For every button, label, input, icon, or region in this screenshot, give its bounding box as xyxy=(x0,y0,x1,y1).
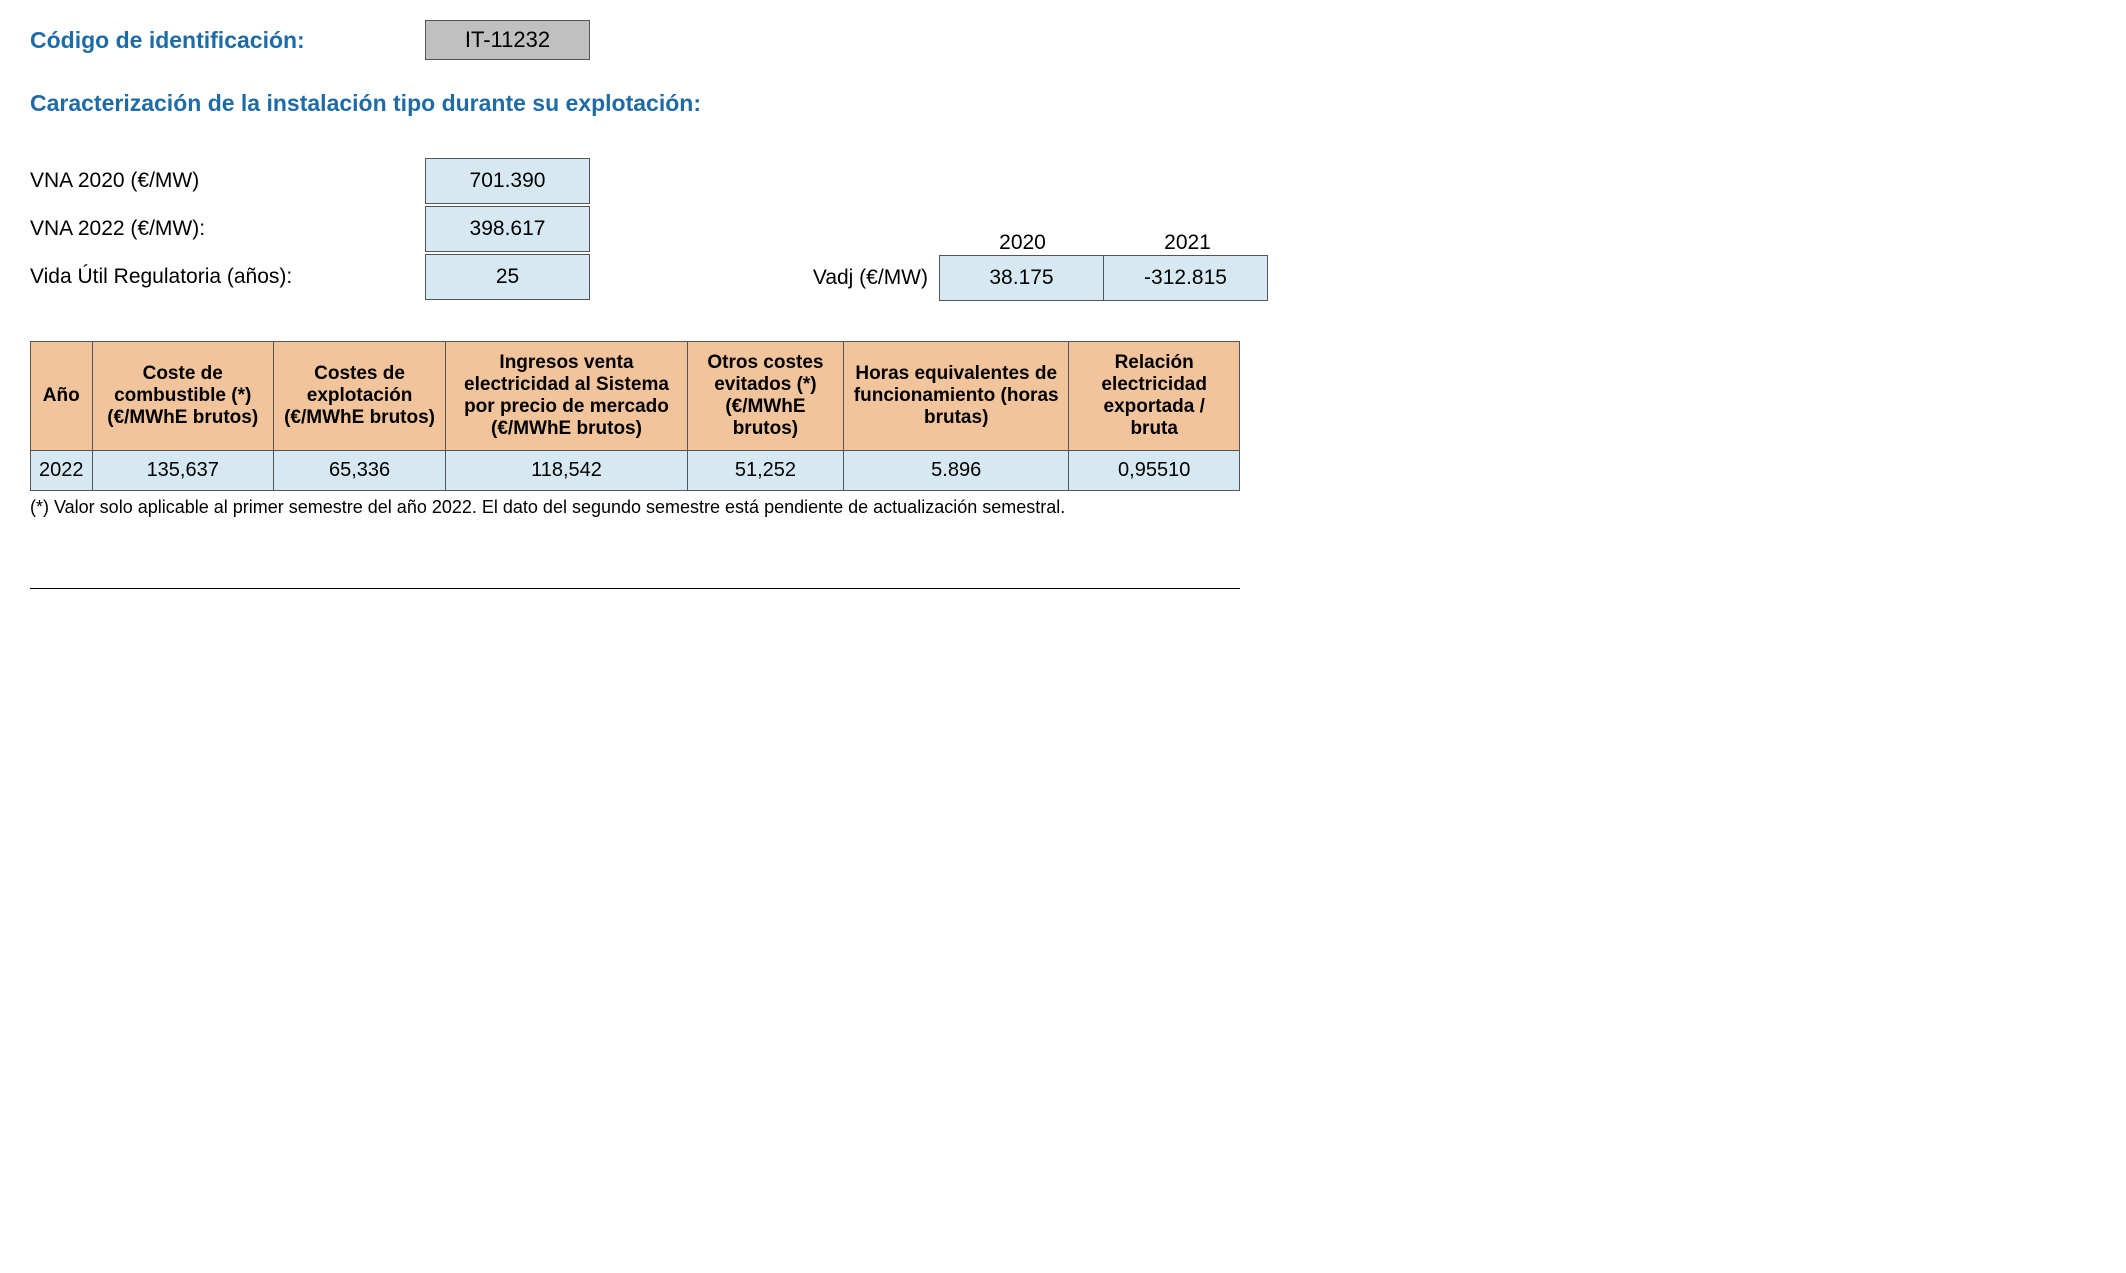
parameters-block: VNA 2020 (€/MW) 701.390 VNA 2022 (€/MW):… xyxy=(30,157,2096,301)
col-fuel-cost: Coste de combustible (*) (€/MWhE brutos) xyxy=(92,342,273,451)
id-value-box: IT-11232 xyxy=(425,20,590,60)
data-table: Año Coste de combustible (*) (€/MWhE bru… xyxy=(30,341,1240,491)
vna2022-value: 398.617 xyxy=(425,206,590,252)
table-row: 2022 135,637 65,336 118,542 51,252 5.896… xyxy=(31,451,1240,491)
vadj-value-2021: -312.815 xyxy=(1103,255,1268,301)
col-year: Año xyxy=(31,342,93,451)
cell-income: 118,542 xyxy=(446,451,688,491)
vadj-year-2020: 2020 xyxy=(940,231,1105,255)
life-row: Vida Útil Regulatoria (años): 25 xyxy=(30,253,590,301)
cell-ratio: 0,95510 xyxy=(1069,451,1240,491)
vna2020-label: VNA 2020 (€/MW) xyxy=(30,169,425,193)
vna2022-label: VNA 2022 (€/MW): xyxy=(30,217,425,241)
identification-row: Código de identificación: IT-11232 xyxy=(30,20,2096,60)
cell-eq-hours: 5.896 xyxy=(844,451,1069,491)
footnote: (*) Valor solo aplicable al primer semes… xyxy=(30,497,2096,518)
vadj-year-2021: 2021 xyxy=(1105,231,1270,255)
life-value: 25 xyxy=(425,254,590,300)
col-op-cost: Costes de explotación (€/MWhE brutos) xyxy=(273,342,445,451)
col-income: Ingresos venta electricidad al Sistema p… xyxy=(446,342,688,451)
cell-other-avoided: 51,252 xyxy=(687,451,843,491)
vadj-label: Vadj (€/MW) xyxy=(800,266,940,290)
cell-year: 2022 xyxy=(31,451,93,491)
vna2020-row: VNA 2020 (€/MW) 701.390 xyxy=(30,157,590,205)
vadj-values-row: Vadj (€/MW) 38.175 -312.815 xyxy=(800,255,1270,301)
id-label: Código de identificación: xyxy=(30,27,425,54)
col-ratio: Relación electricidad exportada / bruta xyxy=(1069,342,1240,451)
section-heading: Caracterización de la instalación tipo d… xyxy=(30,90,2096,117)
vadj-year-headers: 2020 2021 xyxy=(940,231,1270,255)
vadj-block: 2020 2021 Vadj (€/MW) 38.175 -312.815 xyxy=(800,231,1270,301)
horizontal-rule xyxy=(30,588,1240,589)
life-label: Vida Útil Regulatoria (años): xyxy=(30,265,425,289)
params-left-column: VNA 2020 (€/MW) 701.390 VNA 2022 (€/MW):… xyxy=(30,157,590,301)
table-header-row: Año Coste de combustible (*) (€/MWhE bru… xyxy=(31,342,1240,451)
vadj-value-2020: 38.175 xyxy=(939,255,1104,301)
vna2022-row: VNA 2022 (€/MW): 398.617 xyxy=(30,205,590,253)
cell-fuel-cost: 135,637 xyxy=(92,451,273,491)
vna2020-value: 701.390 xyxy=(425,158,590,204)
col-other-avoided: Otros costes evitados (*) (€/MWhE brutos… xyxy=(687,342,843,451)
cell-op-cost: 65,336 xyxy=(273,451,445,491)
col-eq-hours: Horas equivalentes de funcionamiento (ho… xyxy=(844,342,1069,451)
